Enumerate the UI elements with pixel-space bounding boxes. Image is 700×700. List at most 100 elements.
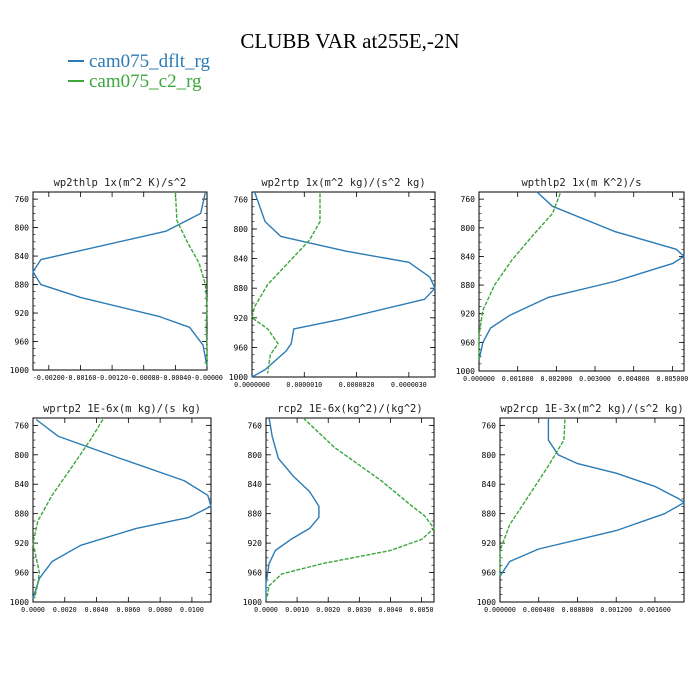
x-tick-label: -0.00080: [128, 374, 160, 382]
y-tick-label: 1000: [456, 367, 475, 376]
x-tick-label: 0.0000010: [286, 381, 322, 389]
panel-title: wp2thlp 1x(m^2 K)/s^2: [54, 177, 187, 189]
y-tick-label: 920: [248, 539, 263, 548]
series-line-c2: [265, 417, 435, 601]
y-tick-label: 960: [15, 338, 30, 347]
x-tick-label: 0.000000: [484, 606, 516, 614]
y-tick-label: 760: [15, 195, 30, 204]
series-line-dflt: [32, 418, 212, 599]
x-tick-label: 0.0020: [316, 606, 340, 614]
y-tick-label: 760: [234, 195, 249, 204]
x-tick-label: -0.00120: [96, 374, 128, 382]
y-tick-label: 1000: [229, 373, 248, 382]
x-tick-label: 0.001000: [502, 375, 534, 383]
series-line-c2: [174, 191, 208, 367]
y-tick-label: 920: [482, 539, 497, 548]
y-tick-label: 840: [234, 255, 249, 264]
series-line-c2: [478, 193, 561, 361]
legend-label-c2: cam075_c2_rg: [89, 71, 202, 92]
panel-frame: [32, 191, 208, 371]
x-tick-label: -0.00000: [191, 374, 223, 382]
x-tick-label: -0.00160: [65, 374, 97, 382]
x-tick-label: 0.0000: [254, 606, 278, 614]
y-tick-label: 920: [234, 314, 249, 323]
x-tick-label: 0.001200: [600, 606, 632, 614]
y-tick-label: 840: [482, 480, 497, 489]
series-line-dflt: [251, 191, 436, 378]
y-tick-label: 960: [482, 569, 497, 578]
y-tick-label: 840: [248, 480, 263, 489]
x-tick-label: 0.004000: [618, 375, 650, 383]
panel-frame: [265, 417, 435, 603]
y-tick-label: 960: [234, 343, 249, 352]
y-tick-label: 840: [461, 252, 476, 261]
y-tick-label: 920: [461, 310, 476, 319]
series-line-c2: [499, 419, 566, 577]
panel-title: wp2rcp 1E-3x(m^2 kg)/(s^2 kg): [500, 403, 683, 415]
y-tick-label: 880: [234, 284, 249, 293]
x-tick-label: 0.005000: [657, 375, 689, 383]
x-tick-label: 0.0040: [379, 606, 403, 614]
x-tick-label: 0.0000000: [234, 381, 270, 389]
panel-6: wp2rcp 1E-3x(m^2 kg)/(s^2 kg)760 800 840 88…: [477, 403, 685, 614]
series-line-dflt: [32, 191, 208, 367]
legend-entry-c2: cam075_c2_rg: [68, 71, 202, 93]
panel-title: rcp2 1E-6x(kg^2)/(kg^2): [277, 403, 422, 415]
x-tick-label: 0.000000: [463, 375, 495, 383]
y-tick-label: 960: [15, 569, 30, 578]
series-line-dflt: [478, 191, 685, 361]
series-line-dflt: [499, 418, 685, 577]
y-tick-label: 1000: [10, 598, 29, 607]
x-tick-label: -0.00040: [159, 374, 191, 382]
y-tick-label: 880: [461, 281, 476, 290]
panel-title: wp2rtp 1x(m^2 kg)/(s^2 kg): [261, 177, 425, 189]
panel-4: wprtp2 1E-6x(m kg)/(s kg) 760 800 840 880 920…: [10, 403, 212, 614]
x-tick-label: 0.002000: [540, 375, 572, 383]
y-tick-label: 920: [15, 309, 30, 318]
panel-frame: [32, 417, 212, 603]
y-tick-label: 960: [248, 569, 263, 578]
panel-frame: [499, 417, 685, 603]
x-tick-label: -0.00200: [33, 374, 65, 382]
y-tick-label: 840: [15, 480, 30, 489]
x-tick-label: 0.0030: [347, 606, 371, 614]
x-tick-label: 0.003000: [579, 375, 611, 383]
y-tick-label: 1000: [477, 598, 496, 607]
y-tick-label: 1000: [243, 598, 262, 607]
y-tick-label: 760: [482, 421, 497, 430]
x-tick-label: 0.0010: [285, 606, 309, 614]
y-tick-label: 760: [461, 195, 476, 204]
panel-5: rcp2 1E-6x(kg^2)/(kg^2) 760 800 840 880 920 96…: [243, 403, 435, 614]
y-tick-label: 800: [461, 224, 476, 233]
y-tick-label: 800: [15, 451, 30, 460]
legend-label-dflt: cam075_dflt_rg: [89, 51, 211, 72]
x-tick-label: 0.0000030: [391, 381, 427, 389]
series-line-dflt: [265, 417, 320, 601]
y-tick-label: 800: [248, 451, 263, 460]
x-tick-label: 0.0060: [116, 606, 140, 614]
y-tick-label: 880: [15, 281, 30, 290]
y-tick-label: 880: [482, 510, 497, 519]
panel-title: wpthlp2 1x(m K^2)/s: [521, 177, 641, 189]
y-tick-label: 920: [15, 539, 30, 548]
x-tick-label: 0.0000: [21, 606, 45, 614]
y-tick-label: 880: [15, 510, 30, 519]
panel-frame: [478, 191, 685, 372]
x-tick-label: 0.001600: [639, 606, 671, 614]
legend-entry-dflt: cam075_dflt_rg: [68, 51, 210, 73]
legend-swatch-c2: [68, 79, 84, 82]
y-tick-label: 800: [482, 451, 497, 460]
y-tick-label: 800: [234, 225, 249, 234]
panel-frame: [251, 191, 436, 378]
y-tick-label: 840: [15, 252, 30, 261]
y-tick-label: 800: [15, 224, 30, 233]
panel-title: wprtp2 1E-6x(m kg)/(s kg): [43, 403, 201, 415]
x-tick-label: 0.0040: [85, 606, 109, 614]
panel-3: wpthlp2 1x(m K^2)/s 760 800 840 880 920 960 100…: [456, 177, 689, 383]
series-line-c2: [32, 419, 104, 599]
x-tick-label: 0.0000020: [339, 381, 375, 389]
figure-title: CLUBB VAR at255E,-2N: [240, 29, 460, 53]
y-tick-label: 760: [15, 421, 30, 430]
x-tick-label: 0.000400: [523, 606, 555, 614]
